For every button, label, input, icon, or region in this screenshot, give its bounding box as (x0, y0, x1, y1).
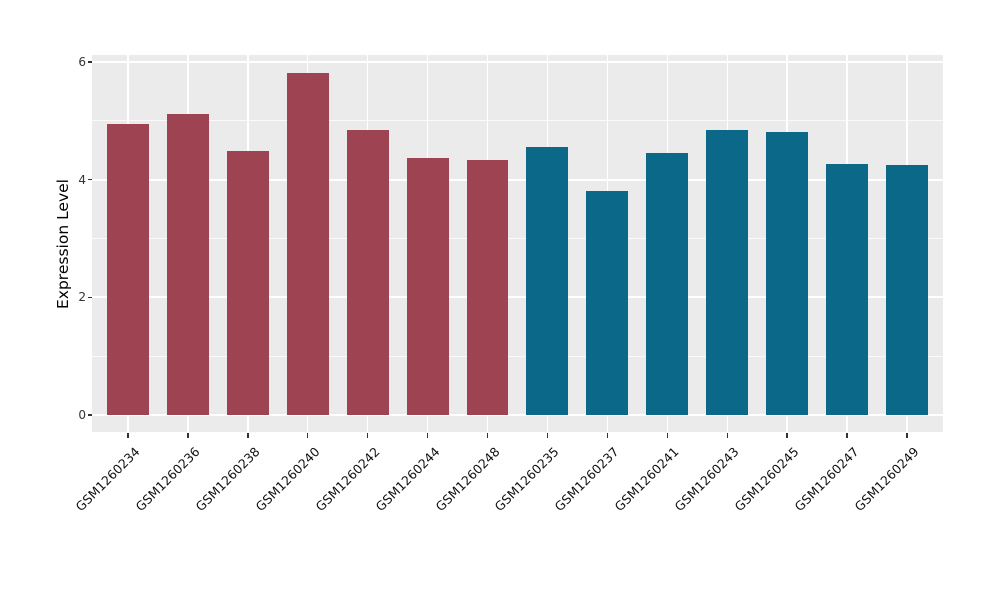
bar (586, 190, 629, 415)
x-tick-mark (366, 433, 369, 438)
x-tick-mark (786, 433, 788, 438)
gridline-minor (92, 120, 943, 122)
bar (106, 123, 149, 415)
expression-bar-chart: Expression Level 0 2 4 6 GSM1260234 GSM126023… (54, 55, 943, 514)
gridline-minor (92, 355, 943, 357)
plot-panel (92, 55, 943, 432)
y-tick-mark (87, 414, 92, 416)
x-tick-mark (606, 433, 609, 438)
bar (646, 153, 689, 415)
bar (286, 73, 329, 415)
x-tick-mark (127, 433, 129, 438)
x-tick-mark (486, 433, 489, 438)
gridline-major (92, 296, 943, 299)
x-tick-mark (187, 433, 189, 438)
y-tick-label: 0 (78, 407, 86, 422)
x-tick-mark (666, 433, 669, 438)
y-tick-mark (87, 178, 92, 181)
x-tick-mark (306, 433, 309, 438)
x-tick-mark (726, 433, 728, 438)
y-tick-label: 6 (78, 55, 86, 70)
gridline-major (92, 61, 943, 64)
bar (826, 164, 869, 415)
x-tick-mark (247, 433, 249, 438)
y-tick-mark (87, 61, 92, 63)
y-tick-mark (87, 296, 92, 299)
bar (706, 129, 749, 415)
y-tick-label: 2 (78, 290, 86, 305)
gridline-major (92, 178, 943, 181)
bar (526, 147, 569, 415)
bar (226, 150, 269, 415)
bar (346, 130, 389, 415)
bar (466, 160, 509, 415)
x-tick-mark (546, 433, 549, 438)
bar (766, 132, 809, 415)
gridline-major (92, 413, 943, 416)
x-tick-mark (426, 433, 429, 438)
bar (886, 164, 928, 415)
y-tick-label: 4 (78, 172, 86, 187)
gridline-minor (92, 238, 943, 239)
x-tick-mark (846, 433, 848, 438)
y-axis-title: Expression Level (54, 178, 72, 309)
bar (166, 114, 209, 415)
x-tick-mark (906, 433, 908, 438)
bar (406, 157, 449, 415)
